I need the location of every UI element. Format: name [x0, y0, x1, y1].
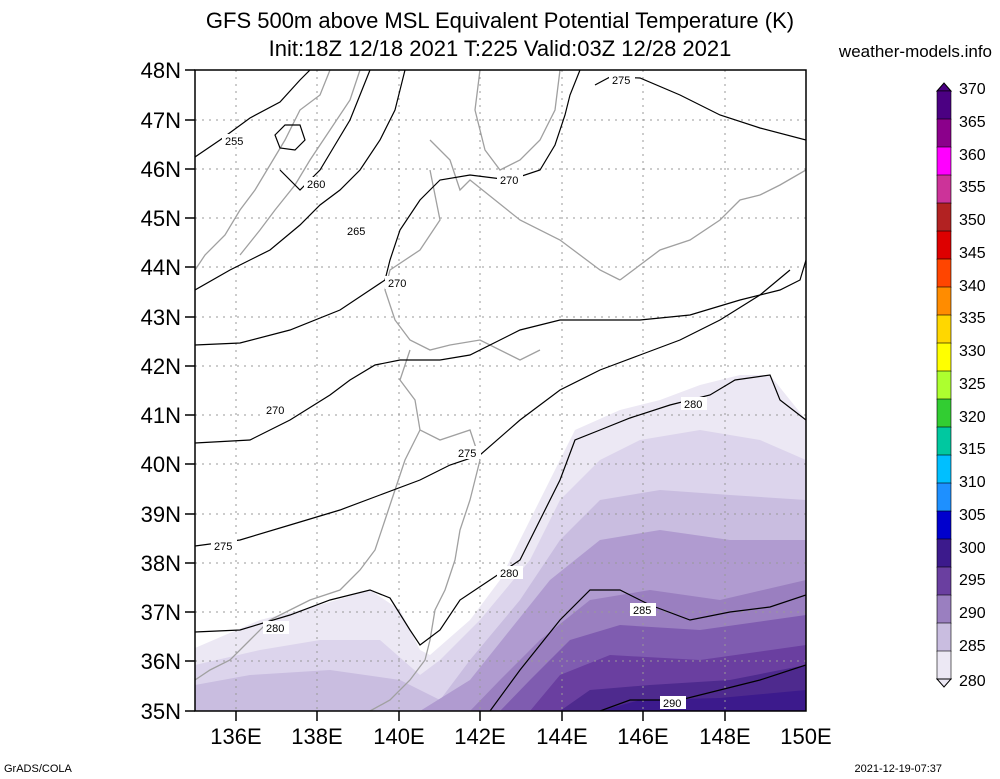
colorbar-cell: [936, 174, 952, 204]
map-subtitle: Init:18Z 12/18 2021 T:225 Valid:03Z 12/2…: [268, 36, 732, 61]
colorbar-cell: [936, 118, 952, 148]
colorbar-cell: [936, 258, 952, 288]
colorbar-label: 365: [959, 114, 986, 131]
colorbar-label: 345: [959, 245, 986, 262]
contour-lines: [195, 70, 806, 711]
contour-label: 270: [500, 175, 518, 187]
colorbar-cell: [936, 510, 952, 540]
colorbar-top-arrow: [935, 82, 953, 92]
lat-label: 42N: [141, 354, 181, 379]
lat-label: 45N: [141, 206, 181, 231]
contour-label: 280: [684, 399, 702, 411]
contour-label: 260: [307, 179, 325, 191]
latitude-axis: 48N 47N 46N 45N 44N 43N 42N 41N 40N 39N …: [141, 58, 181, 724]
colorbar-cell: [936, 398, 952, 428]
lon-label: 136E: [210, 724, 261, 749]
colorbar-cell: [936, 286, 952, 316]
colorbar-label: 360: [959, 147, 986, 164]
colorbar-cell: [936, 370, 952, 400]
plot-frame: [194, 69, 807, 712]
colorbar-label: 290: [959, 605, 986, 622]
longitude-axis: 136E 138E 140E 142E 144E 146E 148E 150E: [210, 724, 831, 749]
lat-label: 41N: [141, 403, 181, 428]
colorbar-cell: [936, 230, 952, 260]
contour-label: 270: [388, 278, 406, 290]
colorbar-cell: [936, 650, 952, 680]
colorbar-label: 295: [959, 572, 986, 589]
contour-label: 255: [225, 136, 243, 148]
colorbar-label: 340: [959, 278, 986, 295]
colorbar-cell: [936, 342, 952, 372]
contour-label: 270: [266, 405, 284, 417]
lon-label: 146E: [617, 724, 668, 749]
colorbar-label: 335: [959, 310, 986, 327]
colorbar-label: 310: [959, 474, 986, 491]
lat-label: 40N: [141, 452, 181, 477]
colorbar-cell: [936, 90, 952, 120]
lat-label: 47N: [141, 108, 181, 133]
contour-label: 275: [612, 75, 630, 87]
contour-label: 280: [266, 623, 284, 635]
colorbar-label: 315: [959, 441, 986, 458]
colorbar-label: 330: [959, 343, 986, 360]
colorbar-label: 285: [959, 638, 986, 655]
colorbar-cell: [936, 314, 952, 344]
lon-ticks: [235, 711, 726, 721]
colorbar-cell: [936, 146, 952, 176]
colorbar-label: 370: [959, 81, 986, 98]
contour-label: 290: [663, 698, 681, 710]
colorbar-bottom-arrow: [935, 678, 953, 688]
lat-label: 46N: [141, 157, 181, 182]
contour-label: 265: [347, 226, 365, 238]
colorbar-cell: [936, 454, 952, 484]
lat-label: 43N: [141, 305, 181, 330]
map-title: GFS 500m above MSL Equivalent Potential …: [205, 8, 795, 33]
lat-label: 37N: [141, 600, 181, 625]
lat-ticks: [185, 69, 195, 712]
colorbar-label: 300: [959, 540, 986, 557]
footer-timestamp: 2021-12-19-07:37: [854, 763, 942, 775]
contour-label: 285: [633, 605, 651, 617]
lat-label: 44N: [141, 255, 181, 280]
colorbar-label: 325: [959, 376, 986, 393]
footer-software: GrADS/COLA: [4, 763, 72, 775]
contour-labels: 255 260 265 270 270 270 275 275 275 280 …: [211, 73, 707, 710]
contour-label: 280: [500, 568, 518, 580]
colorbar-label: 320: [959, 409, 986, 426]
lat-label: 48N: [141, 58, 181, 83]
lon-label: 142E: [454, 724, 505, 749]
lat-label: 36N: [141, 649, 181, 674]
colorbar-label: 350: [959, 212, 986, 229]
brand-label: weather-models.info: [838, 42, 992, 61]
colorbar-cell: [936, 482, 952, 512]
colorbar-label: 355: [959, 179, 986, 196]
coastlines: [195, 70, 806, 711]
lon-label: 150E: [780, 724, 831, 749]
lon-label: 140E: [373, 724, 424, 749]
colorbar: 370 365 360 355 350 345 340 335 330 325 …: [935, 81, 986, 690]
lat-label: 39N: [141, 502, 181, 527]
colorbar-cell: [936, 426, 952, 456]
lon-label: 138E: [291, 724, 342, 749]
contour-label: 275: [214, 541, 232, 553]
contour-label: 275: [458, 448, 476, 460]
colorbar-cell: [936, 622, 952, 652]
colorbar-label: 280: [959, 673, 986, 690]
colorbar-cell: [936, 594, 952, 624]
colorbar-label: 305: [959, 507, 986, 524]
colorbar-cell: [936, 566, 952, 596]
lat-label: 38N: [141, 551, 181, 576]
lon-label: 148E: [699, 724, 750, 749]
colorbar-cell: [936, 538, 952, 568]
shading-layer: [195, 70, 806, 711]
lat-label: 35N: [141, 699, 181, 724]
colorbar-cell: [936, 202, 952, 232]
lon-label: 144E: [536, 724, 587, 749]
